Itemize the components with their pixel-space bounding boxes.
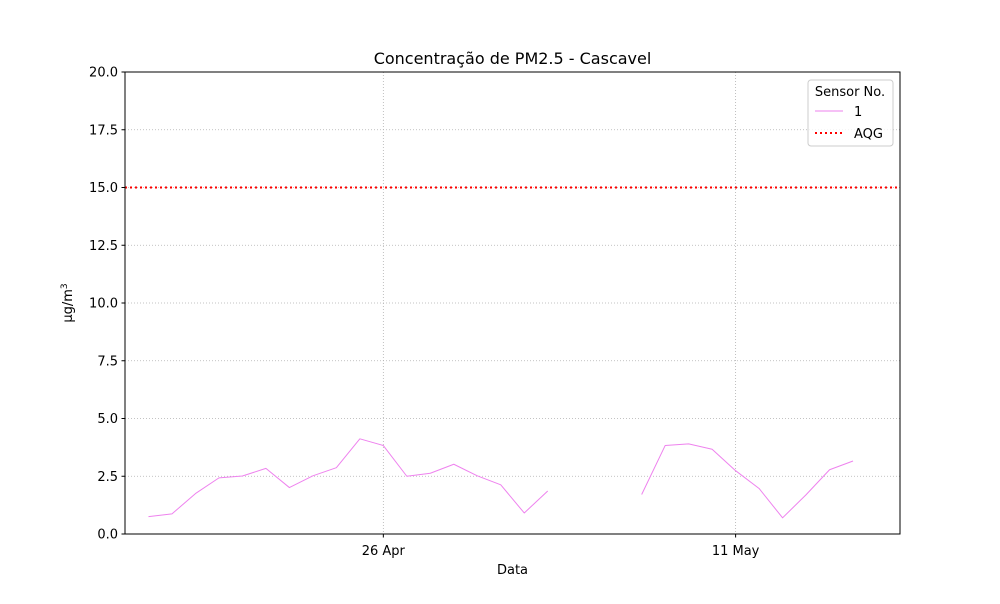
legend-label-aqg: AQG xyxy=(854,127,883,142)
y-tick-label: 15.0 xyxy=(89,181,118,196)
x-axis-label: Data xyxy=(497,563,528,578)
y-tick-label: 10.0 xyxy=(89,297,118,312)
y-tick-label: 5.0 xyxy=(97,412,118,427)
series-layer xyxy=(125,186,900,519)
series-line-sensor-1 xyxy=(641,443,854,519)
chart-title: Concentração de PM2.5 - Cascavel xyxy=(374,49,652,68)
y-axis-label-unit: μg/m xyxy=(61,289,76,323)
series-line-sensor-1 xyxy=(148,438,549,518)
y-tick-label: 17.5 xyxy=(89,123,118,138)
legend-label-sensor-1: 1 xyxy=(854,105,862,120)
y-tick-label: 12.5 xyxy=(89,239,118,254)
y-axis-label-exponent: 3 xyxy=(60,283,70,289)
y-tick-label: 0.0 xyxy=(97,528,118,543)
x-axis: 26 Apr 11 May xyxy=(362,534,760,559)
y-tick-label: 7.5 xyxy=(97,354,118,369)
legend-title: Sensor No. xyxy=(815,85,885,100)
y-tick-label: 2.5 xyxy=(97,470,118,485)
x-tick-label: 26 Apr xyxy=(362,544,406,559)
x-tick-label: 11 May xyxy=(712,544,760,559)
y-axis: 0.0 2.5 5.0 7.5 10.0 12.5 15.0 17.5 20.0 xyxy=(89,66,125,543)
legend: Sensor No. 1 AQG xyxy=(807,79,894,147)
y-tick-label: 20.0 xyxy=(89,66,118,81)
y-axis-label: μg/m3 xyxy=(60,283,76,322)
legend-box xyxy=(807,79,894,147)
